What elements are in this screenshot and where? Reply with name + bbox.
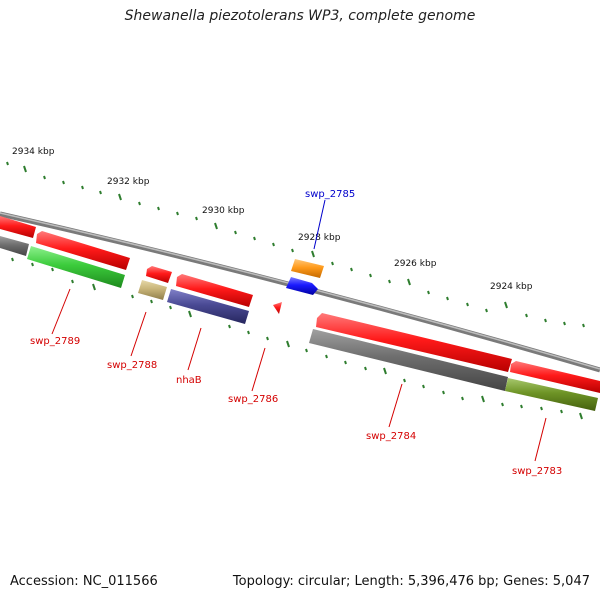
gene-label-swp_2784[interactable]: swp_2784 [366,431,416,442]
gene-arrow-swp_2784[interactable] [316,313,512,372]
map-title: Shewanella piezotolerans WP3, complete g… [124,8,476,24]
leader-swp_2783 [534,417,547,462]
leader-swp_2788 [130,311,147,357]
leader-swp_2785 [313,199,326,250]
leader-swp_2786 [251,347,266,392]
gene-arrow-swp_2789-upper[interactable] [36,231,130,270]
gene-label-nhaB[interactable]: nhaB [176,375,202,386]
gene-label-swp_2789[interactable]: swp_2789 [30,336,80,347]
gene-bar-swp_2784[interactable] [309,329,508,391]
scale-ticks-upper [6,161,585,328]
scale-label-2926: 2926 kbp [394,259,437,269]
accession-text: Accession: NC_011566 [10,574,158,589]
gene-arrow-swp_2790[interactable] [0,216,36,238]
gene-arrow-swp_2785[interactable] [291,259,324,278]
scale-label-2924: 2924 kbp [490,282,533,292]
gene-label-swp_2788[interactable]: swp_2788 [107,360,157,371]
gene-arrow-swp_2788-upper[interactable] [146,266,172,283]
gene-label-swp_2786[interactable]: swp_2786 [228,394,278,405]
gene-arrow-nhaB-upper[interactable] [176,274,253,307]
leader-nhaB [187,327,202,371]
gene-arrow-swp_2786[interactable] [273,302,282,314]
scale-ticks-lower [11,257,583,420]
gene-label-swp_2785[interactable]: swp_2785 [305,189,355,200]
scale-label-2932: 2932 kbp [107,177,150,187]
gene-bar-nhaB[interactable] [167,289,249,324]
scale-label-2934: 2934 kbp [12,147,55,157]
scale-label-2930: 2930 kbp [202,206,245,216]
genome-summary-text: Topology: circular; Length: 5,396,476 bp… [232,574,590,589]
gene-label-swp_2783[interactable]: swp_2783 [512,466,562,477]
gene-bar-swp_2783[interactable] [505,378,598,411]
gene-arrow-swp_2785-lower[interactable] [286,277,318,295]
gene-bar-swp_2789[interactable] [27,246,125,288]
gene-arrow-swp_2783-upper[interactable] [510,361,600,393]
gene-bar-swp_2788[interactable] [138,280,167,300]
gene-bar-swp_2790-lower[interactable] [0,236,29,256]
scale-label-2928: 2928 kbp [298,233,341,243]
leader-swp_2789 [51,288,71,335]
leader-swp_2784 [388,383,403,428]
